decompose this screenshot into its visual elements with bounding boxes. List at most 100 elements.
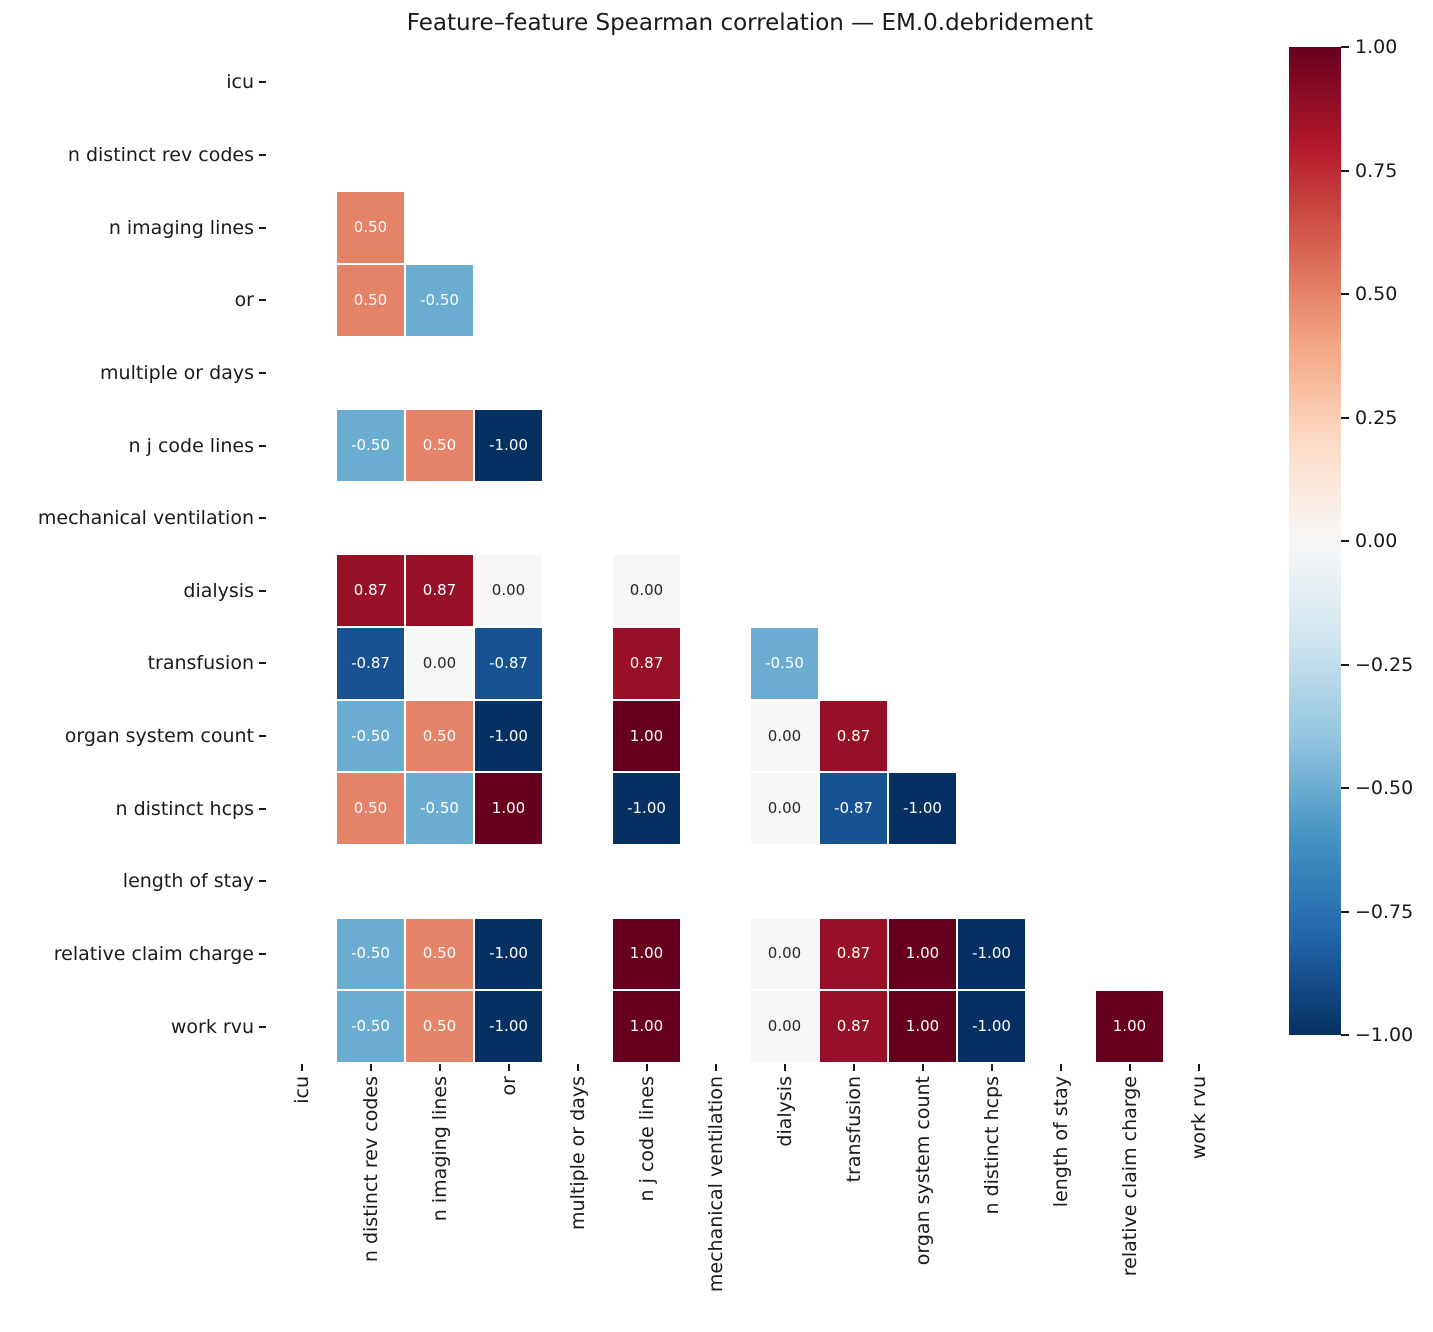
x-tick-mark bbox=[1197, 1063, 1200, 1071]
y-tick-mark bbox=[259, 735, 266, 738]
x-tick-mark bbox=[1059, 1063, 1062, 1071]
colorbar-tick-label: −0.50 bbox=[1355, 777, 1414, 799]
y-tick-mark bbox=[259, 153, 266, 156]
colorbar-tick-label: 1.00 bbox=[1355, 36, 1398, 58]
heatmap-cell: 1.00 bbox=[613, 918, 680, 990]
y-tick-mark bbox=[259, 517, 266, 520]
heatmap-cell: 0.00 bbox=[613, 555, 680, 627]
y-tick-label: n distinct rev codes bbox=[67, 143, 254, 166]
x-tick-label: relative claim charge bbox=[1118, 1075, 1141, 1277]
colorbar-tick-label: 0.25 bbox=[1355, 406, 1398, 429]
colorbar-tick-mark bbox=[1341, 46, 1349, 48]
x-tick-label: transfusion bbox=[842, 1075, 865, 1183]
y-tick-label: n distinct hcps bbox=[115, 797, 254, 820]
heatmap-cell: 0.00 bbox=[751, 700, 818, 772]
y-tick-label: mechanical ventilation bbox=[37, 507, 254, 530]
y-tick-label: icu bbox=[226, 71, 254, 94]
heatmap-cell: 0.50 bbox=[406, 991, 473, 1062]
x-tick-label: n imaging lines bbox=[428, 1075, 451, 1222]
y-tick-mark bbox=[259, 371, 266, 374]
heatmap-cell: -0.50 bbox=[337, 700, 404, 772]
heatmap-cell: -1.00 bbox=[475, 991, 542, 1062]
x-tick-label: dialysis bbox=[773, 1075, 796, 1147]
heatmap-cell: 0.87 bbox=[613, 628, 680, 699]
y-tick-mark bbox=[259, 807, 266, 810]
heatmap-cell: 0.50 bbox=[337, 264, 404, 336]
heatmap-cell: 0.00 bbox=[475, 555, 542, 627]
colorbar-tick-mark bbox=[1341, 416, 1349, 419]
colorbar-tick-mark bbox=[1341, 540, 1349, 542]
colorbar-tick-label: −0.75 bbox=[1355, 900, 1414, 923]
x-tick-label: icu bbox=[290, 1075, 313, 1104]
heatmap-cell: -0.87 bbox=[475, 628, 542, 699]
heatmap-cell: 0.50 bbox=[337, 192, 404, 263]
x-tick-label: organ system count bbox=[911, 1075, 934, 1266]
heatmap-cell: -0.50 bbox=[751, 628, 818, 699]
y-tick-label: n j code lines bbox=[128, 434, 254, 457]
heatmap-cell: -0.50 bbox=[337, 991, 404, 1062]
colorbar-tick-label: −0.25 bbox=[1355, 653, 1414, 676]
chart-title: Feature–feature Spearman correlation — E… bbox=[406, 10, 1094, 36]
heatmap-cell: -0.50 bbox=[406, 264, 473, 336]
y-tick-label: dialysis bbox=[183, 579, 254, 602]
colorbar-tick-mark bbox=[1341, 169, 1349, 172]
x-tick-mark bbox=[576, 1063, 579, 1071]
heatmap-cell: 0.87 bbox=[337, 555, 404, 627]
heatmap-cell: 0.50 bbox=[406, 700, 473, 772]
y-tick-label: or bbox=[234, 289, 254, 312]
x-tick-mark bbox=[783, 1063, 786, 1071]
x-tick-label: multiple or days bbox=[566, 1075, 589, 1230]
heatmap-cell: 0.87 bbox=[820, 700, 887, 772]
y-tick-mark bbox=[259, 662, 266, 665]
heatmap-cell: 0.00 bbox=[751, 991, 818, 1062]
x-tick-mark bbox=[1128, 1063, 1131, 1071]
x-tick-label: mechanical ventilation bbox=[704, 1075, 727, 1293]
heatmap-cell: -1.00 bbox=[613, 773, 680, 845]
x-tick-mark bbox=[369, 1063, 372, 1071]
y-tick-label: relative claim charge bbox=[53, 943, 254, 965]
y-tick-label: work rvu bbox=[170, 1015, 254, 1038]
heatmap-cell: 1.00 bbox=[475, 773, 542, 845]
heatmap-cell: -0.50 bbox=[337, 918, 404, 990]
x-tick-label: or bbox=[497, 1075, 520, 1096]
y-tick-mark bbox=[259, 226, 266, 229]
y-tick-mark bbox=[259, 953, 266, 955]
y-tick-mark bbox=[259, 1025, 266, 1028]
heatmap-cell: 0.50 bbox=[337, 773, 404, 845]
heatmap-cell: -0.87 bbox=[820, 773, 887, 845]
heatmap-cell: 0.00 bbox=[751, 918, 818, 990]
colorbar-tick-mark bbox=[1341, 787, 1349, 789]
x-tick-label: work rvu bbox=[1187, 1075, 1210, 1160]
y-tick-label: organ system count bbox=[64, 725, 254, 748]
heatmap-cell: 0.87 bbox=[406, 555, 473, 627]
colorbar-tick-label: 0.00 bbox=[1355, 530, 1398, 552]
x-tick-label: n j code lines bbox=[635, 1075, 658, 1202]
y-tick-mark bbox=[259, 444, 266, 447]
heatmap-cell: -0.50 bbox=[406, 773, 473, 845]
heatmap-cell: -1.00 bbox=[958, 918, 1025, 990]
heatmap-cell: -0.50 bbox=[337, 410, 404, 481]
x-tick-mark bbox=[300, 1063, 303, 1071]
heatmap-cell: -1.00 bbox=[475, 410, 542, 481]
x-tick-mark bbox=[852, 1063, 855, 1071]
colorbar-tick-label: 0.75 bbox=[1355, 159, 1398, 182]
x-tick-mark bbox=[990, 1063, 993, 1071]
x-tick-mark bbox=[507, 1063, 510, 1071]
x-tick-mark bbox=[921, 1063, 924, 1071]
y-tick-label: multiple or days bbox=[100, 361, 254, 384]
heatmap-cell: 1.00 bbox=[613, 700, 680, 772]
y-tick-label: transfusion bbox=[147, 652, 254, 675]
heatmap-cell: -1.00 bbox=[889, 773, 956, 845]
heatmap-cell: 0.00 bbox=[751, 773, 818, 845]
x-tick-mark bbox=[714, 1063, 717, 1071]
colorbar bbox=[1289, 47, 1341, 1035]
y-tick-label: length of stay bbox=[122, 870, 254, 893]
colorbar-tick-mark bbox=[1341, 663, 1349, 666]
heatmap-cell: 0.50 bbox=[406, 918, 473, 990]
heatmap-cell: 0.50 bbox=[406, 410, 473, 481]
y-tick-mark bbox=[259, 81, 266, 84]
heatmap-cell: 1.00 bbox=[613, 991, 680, 1062]
x-tick-label: length of stay bbox=[1049, 1075, 1072, 1208]
heatmap-cell: -1.00 bbox=[958, 991, 1025, 1062]
colorbar-tick-label: −1.00 bbox=[1355, 1024, 1414, 1046]
